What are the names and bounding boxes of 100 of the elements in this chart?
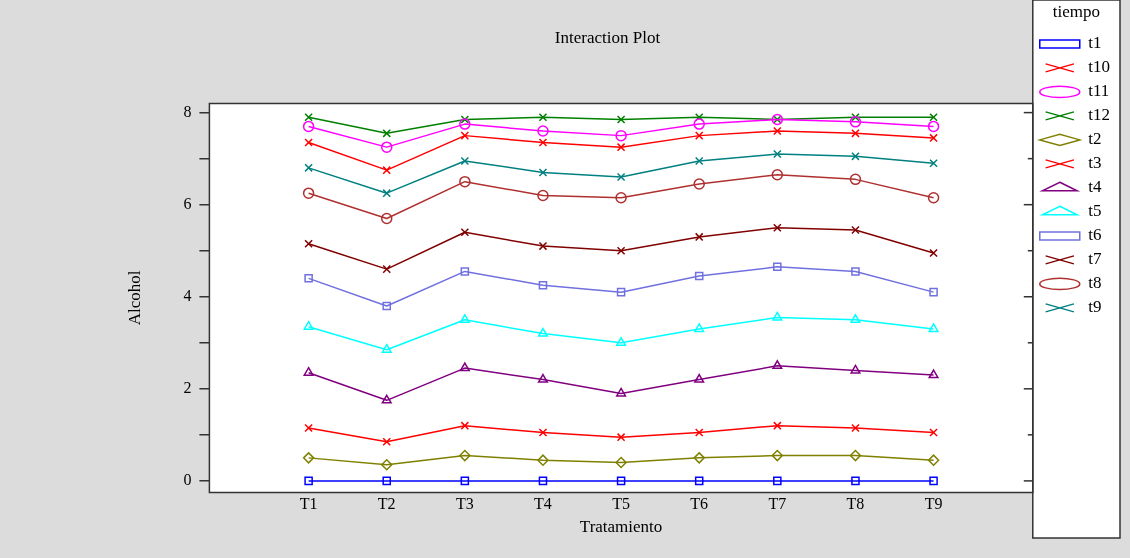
y-tick-label: 4 xyxy=(183,286,192,304)
point xyxy=(382,129,392,138)
point xyxy=(850,314,861,324)
point xyxy=(460,228,470,237)
point xyxy=(615,192,627,204)
point xyxy=(459,362,470,372)
point xyxy=(381,343,392,353)
point xyxy=(927,120,940,133)
point xyxy=(537,454,549,466)
point xyxy=(381,394,392,404)
point xyxy=(538,168,548,177)
x-tick-label: T5 xyxy=(612,495,630,513)
y-tick-label: 6 xyxy=(183,194,192,212)
x-tick-label: T9 xyxy=(924,495,943,513)
point xyxy=(460,115,470,124)
point xyxy=(694,156,704,166)
point xyxy=(773,421,782,430)
chart-title: Interaction Plot xyxy=(554,27,661,47)
point xyxy=(303,366,314,376)
legend-label: t3 xyxy=(1088,153,1102,173)
point xyxy=(929,112,938,122)
x-tick-label: T8 xyxy=(846,495,865,513)
point xyxy=(694,112,704,122)
point xyxy=(773,126,782,136)
point xyxy=(537,327,549,337)
point xyxy=(773,476,782,486)
point xyxy=(851,267,860,276)
point xyxy=(537,373,549,383)
point xyxy=(772,311,783,321)
point xyxy=(538,138,548,147)
x-axis-title: Tratamiento xyxy=(579,517,663,537)
point xyxy=(616,142,626,152)
legend-label: t11 xyxy=(1088,81,1110,101)
point xyxy=(616,337,627,347)
point xyxy=(538,280,548,290)
y-tick-label: 2 xyxy=(183,379,192,397)
point xyxy=(616,476,626,486)
point xyxy=(773,262,782,272)
point xyxy=(615,456,627,469)
point xyxy=(304,423,313,433)
x-tick-label: T4 xyxy=(534,495,552,513)
x-tick-label: T3 xyxy=(455,495,474,513)
point xyxy=(382,165,392,175)
point xyxy=(849,173,862,186)
point xyxy=(929,287,938,297)
point xyxy=(927,454,940,466)
x-tick-label: T7 xyxy=(768,495,787,513)
point xyxy=(615,129,627,142)
point xyxy=(929,133,938,143)
point xyxy=(927,192,940,204)
point xyxy=(460,131,470,140)
y-axis-title: Alcohol xyxy=(124,270,144,326)
legend-label: t5 xyxy=(1088,201,1102,221)
point xyxy=(538,428,548,437)
point xyxy=(382,301,392,311)
point xyxy=(616,287,626,297)
legend-label: t8 xyxy=(1088,273,1102,293)
point xyxy=(459,314,470,324)
point xyxy=(460,156,470,166)
legend-label: t9 xyxy=(1088,297,1102,317)
legend-label: t10 xyxy=(1088,57,1111,77)
point xyxy=(694,476,704,486)
point xyxy=(616,246,626,255)
legend-label: t4 xyxy=(1088,177,1102,197)
y-tick-label: 8 xyxy=(183,102,192,120)
point xyxy=(382,476,392,486)
point xyxy=(616,387,627,397)
point xyxy=(850,364,861,374)
point xyxy=(459,449,471,462)
point xyxy=(694,373,705,383)
point xyxy=(929,248,938,258)
point xyxy=(460,476,470,486)
point xyxy=(851,423,860,433)
legend-label: t7 xyxy=(1088,249,1102,269)
point xyxy=(304,274,313,283)
point xyxy=(849,116,862,128)
point xyxy=(304,163,313,173)
point xyxy=(616,115,626,124)
point xyxy=(929,158,938,168)
point xyxy=(459,118,471,130)
point xyxy=(929,428,938,437)
point xyxy=(693,178,705,190)
legend-label: t2 xyxy=(1088,129,1102,149)
point xyxy=(538,112,548,122)
point xyxy=(382,437,392,447)
point xyxy=(380,459,393,471)
point xyxy=(693,118,705,130)
x-tick-label: T1 xyxy=(299,495,318,513)
point xyxy=(460,267,470,276)
point xyxy=(382,264,392,274)
point xyxy=(928,369,939,379)
point xyxy=(537,125,549,137)
x-tick-label: T2 xyxy=(377,495,396,513)
point xyxy=(302,120,315,133)
point xyxy=(694,232,704,242)
point xyxy=(380,141,393,153)
point xyxy=(772,360,783,370)
point xyxy=(460,421,470,430)
legend-label: t6 xyxy=(1088,225,1102,245)
point xyxy=(616,172,626,182)
